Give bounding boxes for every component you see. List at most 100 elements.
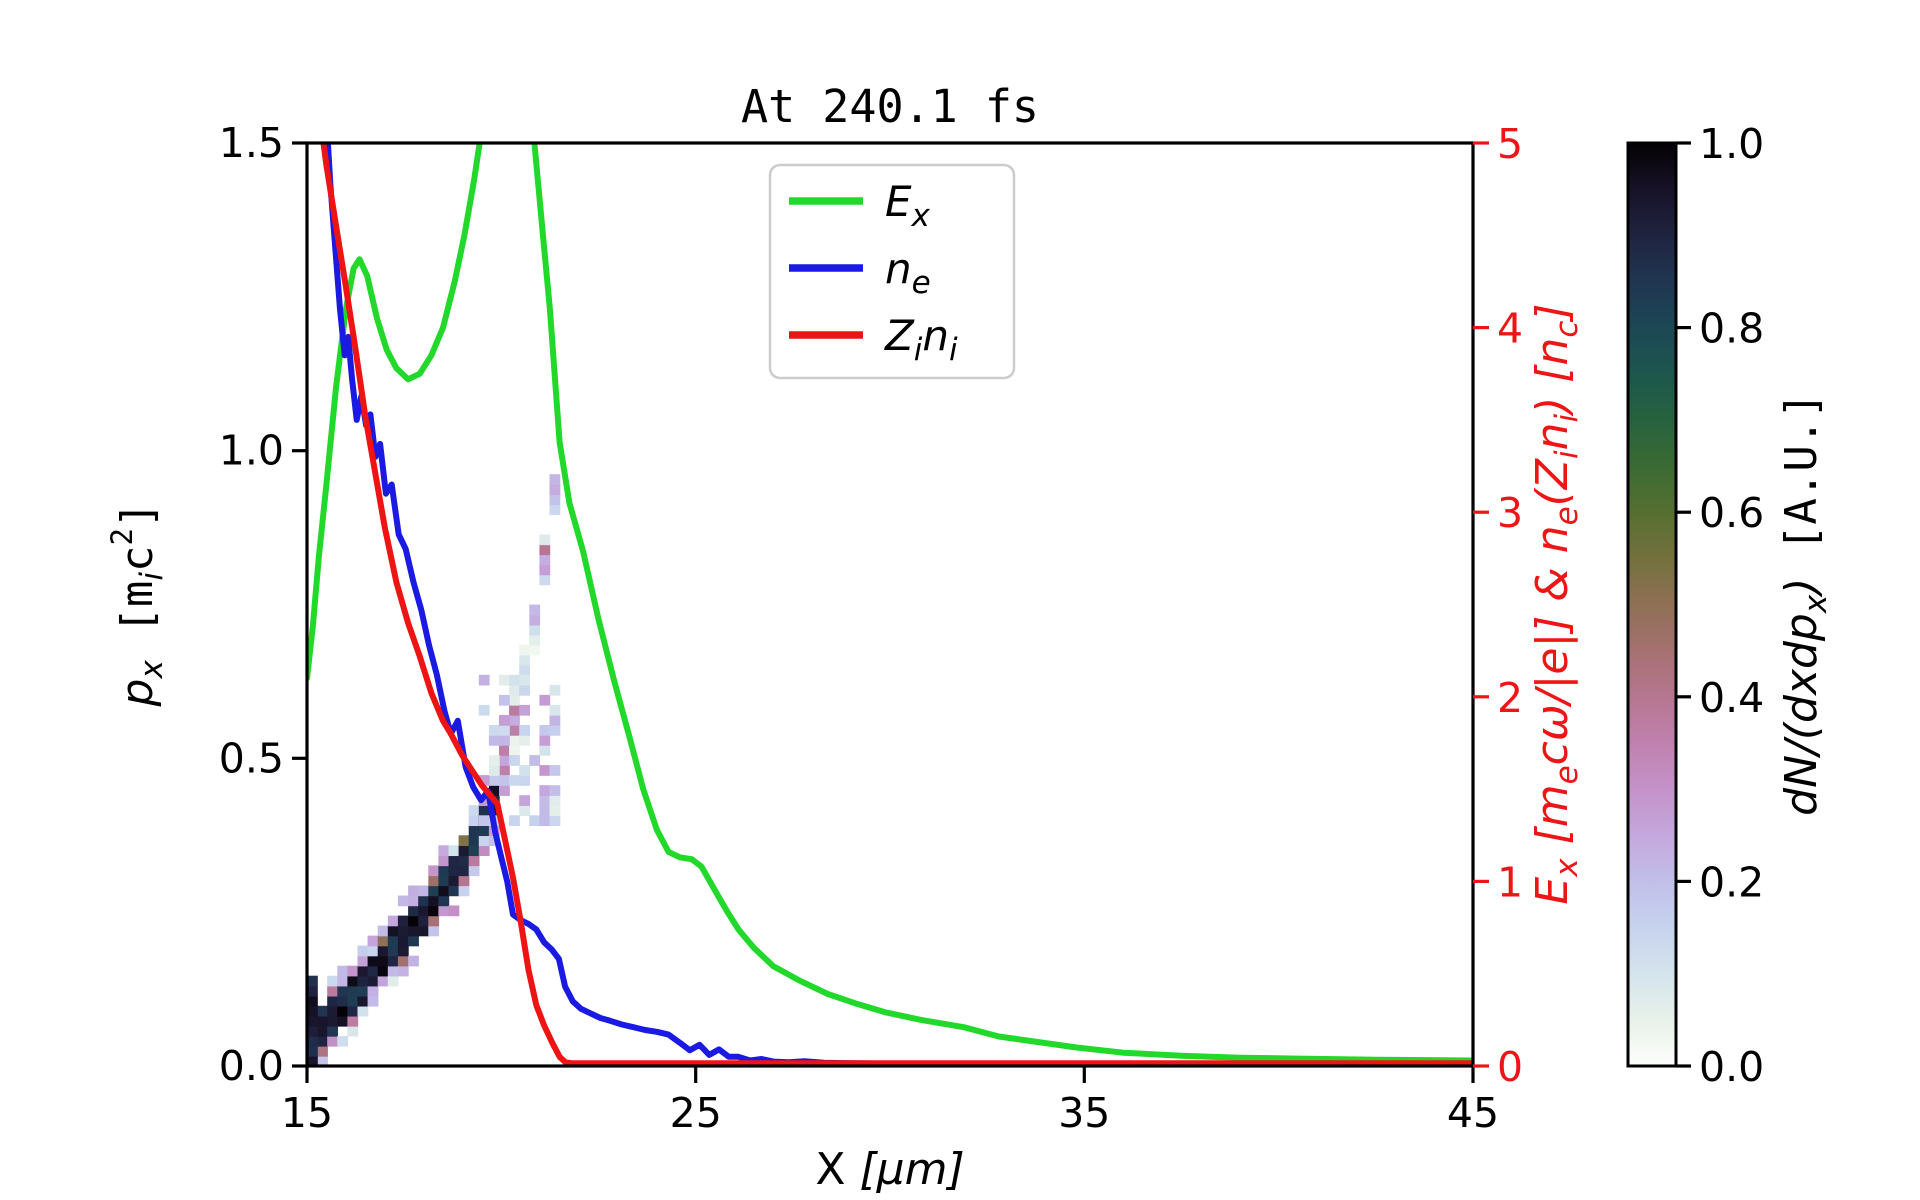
histogram-cell: [438, 855, 450, 867]
histogram-cell: [317, 1035, 328, 1047]
histogram-cell: [519, 674, 531, 686]
colorbar-tick-label: 0.8: [1699, 305, 1764, 353]
histogram-cell: [509, 674, 520, 686]
left-tick-label: 1.5: [219, 119, 284, 167]
histogram-cell: [337, 1035, 349, 1047]
right-tick-label: 3: [1497, 489, 1523, 537]
histogram-cell: [357, 965, 369, 977]
histogram-cell: [509, 775, 520, 786]
histogram-cell: [327, 1025, 339, 1037]
histogram-cell: [499, 725, 510, 736]
histogram-cell: [418, 925, 430, 937]
histogram-cell: [307, 1025, 318, 1037]
colorbar-tick-label: 0.6: [1699, 489, 1764, 537]
histogram-cell: [377, 975, 389, 987]
histogram-cell: [418, 915, 430, 927]
histogram-cell: [307, 985, 318, 997]
histogram-cell: [499, 745, 510, 756]
histogram-cell: [347, 1025, 359, 1037]
histogram-cell: [337, 1015, 349, 1027]
histogram-cell: [509, 725, 520, 736]
histogram-cell: [458, 875, 470, 887]
histogram-cell: [448, 875, 460, 887]
histogram-cell: [549, 765, 561, 776]
histogram-cell: [529, 644, 541, 656]
histogram-cell: [529, 604, 541, 616]
histogram-cell: [307, 1045, 318, 1057]
histogram-cell: [549, 704, 561, 716]
histogram-cell: [509, 815, 520, 827]
histogram-cell: [499, 775, 510, 786]
histogram-cell: [337, 965, 349, 977]
colorbar-tick-label: 0.2: [1699, 858, 1764, 906]
line-series: [307, 143, 1473, 1066]
right-tick-label: 2: [1497, 674, 1523, 722]
right-axis-label: Ex [mecω/|e|] & ne(Zini) [nc]: [1527, 303, 1585, 904]
histogram-cell: [377, 965, 389, 977]
histogram-cell: [357, 995, 369, 1007]
histogram-cell: [549, 504, 561, 516]
histogram-cell: [529, 624, 541, 636]
histogram-cell: [307, 1005, 318, 1017]
histogram-cell: [428, 865, 440, 877]
histogram-cell: [549, 815, 561, 827]
histogram-cell: [539, 574, 551, 586]
histogram-cell: [549, 785, 561, 796]
histogram-cell: [529, 634, 541, 646]
histogram-cell: [539, 745, 551, 756]
histogram-cell: [448, 905, 460, 917]
histogram-cell: [519, 795, 531, 806]
histogram-cell: [397, 965, 409, 977]
histogram-cell: [448, 865, 460, 877]
left-axis-label: px [mic2]: [105, 502, 170, 708]
histogram-cell: [519, 735, 531, 746]
histogram-cell: [478, 775, 490, 786]
histogram-cell: [519, 765, 531, 776]
histogram-cell: [397, 935, 409, 947]
histogram-cell: [367, 965, 379, 977]
histogram-cell: [539, 544, 551, 556]
colorbar-tick-label: 0.4: [1699, 674, 1764, 722]
phase-space-histogram: [307, 474, 561, 1066]
series-ex: [307, 143, 1473, 1064]
histogram-cell: [468, 845, 480, 857]
histogram-cell: [367, 935, 379, 947]
histogram-cell: [408, 935, 419, 947]
histogram-cell: [408, 955, 419, 967]
histogram-cell: [438, 865, 450, 877]
histogram-cell: [357, 975, 369, 987]
histogram-cell: [377, 935, 389, 947]
histogram-cell: [307, 1056, 318, 1066]
legend-label-ex: Ex: [885, 177, 931, 234]
histogram-cell: [367, 985, 379, 997]
histogram-cell: [478, 704, 490, 716]
histogram-cell: [478, 674, 490, 686]
plot-border: [305, 141, 1475, 1068]
histogram-cell: [317, 1045, 328, 1057]
histogram-cell: [347, 995, 359, 1007]
histogram-cell: [539, 815, 551, 827]
histogram-cell: [337, 975, 349, 987]
histogram-cell: [387, 965, 399, 977]
histogram-cell: [387, 925, 399, 937]
histogram-cell: [488, 725, 500, 736]
histogram-cell: [438, 845, 450, 857]
histogram-cell: [357, 1005, 369, 1017]
colorbar-gradient: [1626, 141, 1678, 1068]
histogram-cell: [509, 684, 520, 696]
histogram-cell: [347, 985, 359, 997]
histogram-cell: [488, 735, 500, 746]
histogram-cell: [549, 805, 561, 816]
histogram-cell: [317, 1025, 328, 1037]
histogram-cell: [428, 915, 440, 927]
histogram-cell: [387, 945, 399, 957]
histogram-cell: [327, 975, 339, 987]
x-tick-label: 25: [670, 1089, 722, 1137]
histogram-cell: [499, 765, 510, 776]
histogram-cell: [499, 694, 510, 706]
histogram-cell: [519, 775, 531, 786]
histogram-cell: [307, 995, 318, 1007]
colorbar-label: dN/(dxdpx) [A.U.]: [1776, 392, 1834, 816]
histogram-cell: [397, 925, 409, 937]
histogram-cell: [549, 494, 561, 506]
